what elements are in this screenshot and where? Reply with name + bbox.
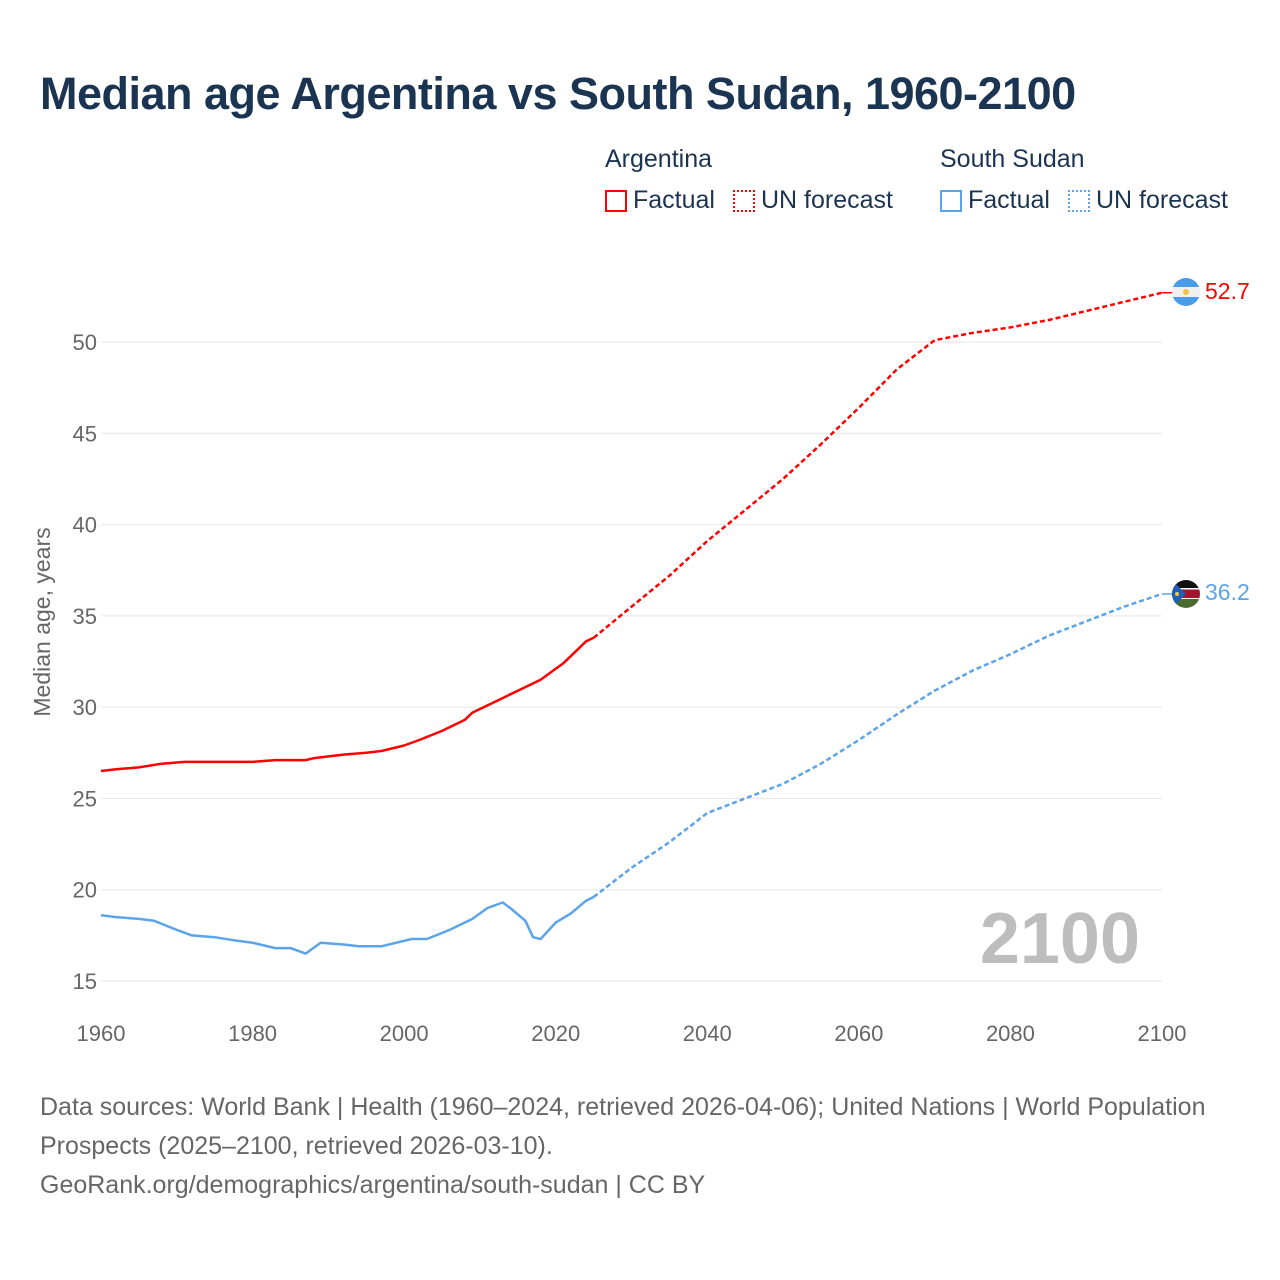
- line-chart: 15 20 25 30 35 40 45 50 1960 1980 2000 2020 2040 2060…: [29, 278, 1250, 1046]
- legend-item-argentina-forecast[interactable]: UN forecast: [732, 186, 893, 215]
- y-tick-label: 35: [73, 604, 97, 629]
- source-link[interactable]: GeoRank.org/demographics/argentina/south…: [40, 1171, 706, 1199]
- data-sources: Data sources: World Bank | Health (1960–…: [40, 1093, 1206, 1160]
- x-tick-label: 2080: [986, 1021, 1035, 1046]
- south-sudan-factual-line: [100, 895, 595, 955]
- legend-label: UN forecast: [1095, 186, 1228, 214]
- legend-label: UN forecast: [760, 186, 893, 214]
- argentina-end-label: 52.7: [1205, 278, 1250, 304]
- x-tick-label: 2000: [380, 1021, 429, 1046]
- legend-group-title: Argentina: [605, 145, 713, 173]
- y-tick-label: 30: [73, 695, 97, 720]
- legend-item-south-sudan-factual[interactable]: Factual: [940, 186, 1050, 215]
- x-tick-label: 1960: [77, 1021, 126, 1046]
- footer: Data sources: World Bank | Health (1960–…: [40, 1088, 1220, 1205]
- argentina-factual-line: [100, 636, 595, 773]
- south-sudan-end-label: 36.2: [1205, 579, 1250, 605]
- argentina-forecast-line: [592, 291, 1163, 639]
- legend-swatch-solid: [605, 189, 627, 212]
- y-tick-label: 45: [73, 421, 97, 446]
- south-sudan-forecast-line: [592, 592, 1163, 898]
- x-tick-label: 1980: [228, 1021, 277, 1046]
- y-tick-label: 20: [73, 878, 97, 903]
- x-tick-label: 2020: [531, 1021, 580, 1046]
- y-tick-label: 15: [73, 969, 97, 994]
- argentina-flag-icon: [1172, 278, 1200, 306]
- south-sudan-flag-icon: [1172, 580, 1200, 608]
- legend-argentina: Argentina Factual UN forecast: [605, 145, 893, 215]
- x-tick-label: 2060: [834, 1021, 883, 1046]
- legend-item-argentina-factual[interactable]: Factual: [605, 186, 715, 215]
- y-tick-label: 50: [73, 330, 97, 355]
- x-tick-label: 2040: [683, 1021, 732, 1046]
- legend-label: Factual: [968, 186, 1050, 214]
- legend-swatch-solid: [940, 189, 962, 212]
- y-tick-label: 25: [73, 786, 97, 811]
- y-axis-label: Median age, years: [29, 527, 55, 716]
- legend-swatch-dotted: [732, 189, 755, 212]
- chart-title: Median age Argentina vs South Sudan, 196…: [40, 68, 1076, 119]
- legend-label: Factual: [633, 186, 715, 214]
- legend-item-south-sudan-forecast[interactable]: UN forecast: [1067, 186, 1228, 215]
- legend-group-title: South Sudan: [940, 145, 1085, 173]
- y-tick-label: 40: [73, 513, 97, 538]
- legend-south-sudan: South Sudan Factual UN forecast: [940, 145, 1228, 215]
- legend-swatch-dotted: [1067, 189, 1090, 212]
- x-tick-label: 2100: [1138, 1021, 1187, 1046]
- year-watermark: 2100: [980, 899, 1140, 979]
